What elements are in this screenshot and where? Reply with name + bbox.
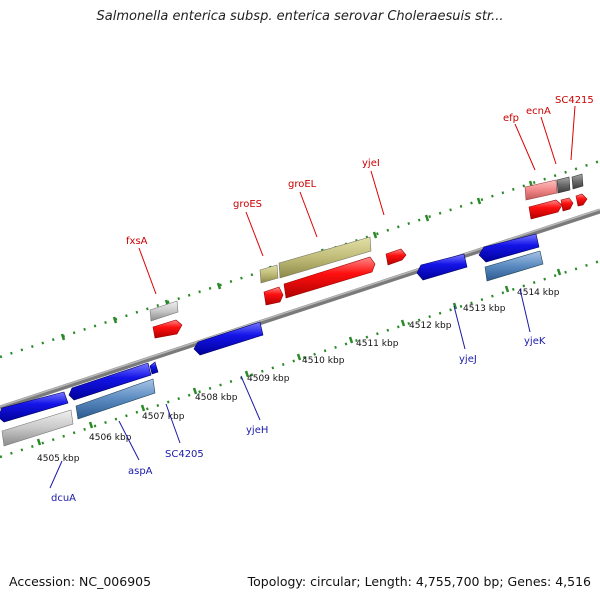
ruler-label: 4508 kbp — [195, 393, 238, 403]
gene-yjeK-bar[interactable] — [478, 233, 544, 282]
gene-yjeI-bar[interactable] — [385, 248, 407, 266]
ruler-label: 4506 kbp — [89, 433, 132, 443]
gene-label-SC4215[interactable]: SC4215 — [555, 95, 594, 106]
gene-label-aspA[interactable]: aspA — [128, 466, 153, 477]
ruler-label: 4513 kbp — [463, 304, 506, 314]
ruler-label: 4514 kbp — [517, 288, 560, 298]
gene-label-ecnA[interactable]: ecnA — [526, 106, 551, 117]
gene-SC4205-bar[interactable] — [149, 361, 159, 375]
ruler-label: 4509 kbp — [247, 374, 290, 384]
accession-text: Accession: NC_006905 — [9, 574, 152, 589]
gene-label-efp[interactable]: efp — [503, 113, 519, 124]
gene-SC4215-bar[interactable] — [571, 173, 588, 207]
ruler-labels: 4505 kbp 4506 kbp 4507 kbp 4508 kbp 4509… — [37, 288, 560, 464]
gene-label-fxsA[interactable]: fxsA — [126, 236, 148, 247]
gene-dcuA-bar[interactable] — [0, 391, 74, 447]
gene-efp-bar[interactable] — [524, 179, 563, 220]
gene-labels: fxsA groES groEL yjeI efp ecnA SC4215 dc… — [49, 95, 594, 504]
gene-yjeH-bar[interactable] — [193, 321, 264, 356]
ruler-label: 4507 kbp — [142, 412, 185, 422]
gene-label-yjeJ[interactable]: yjeJ — [459, 354, 477, 365]
ruler-label: 4505 kbp — [37, 454, 80, 464]
minus-strand-features — [0, 233, 544, 447]
gene-ecnA-bar[interactable] — [556, 176, 574, 212]
gene-label-groES[interactable]: groES — [233, 199, 262, 210]
gene-label-yjeI[interactable]: yjeI — [362, 158, 380, 169]
gene-yjeJ-bar[interactable] — [416, 253, 468, 281]
genome-summary-text: Topology: circular; Length: 4,755,700 bp… — [247, 574, 591, 589]
map-title: Salmonella enterica subsp. enterica sero… — [96, 9, 504, 24]
gene-label-dcuA[interactable]: dcuA — [51, 493, 76, 504]
gene-label-groEL[interactable]: groEL — [288, 179, 317, 190]
gene-fxsA-bar[interactable] — [149, 300, 183, 339]
gene-groEL-bar[interactable] — [278, 236, 376, 299]
gene-groES-bar[interactable] — [259, 264, 284, 306]
ruler-label: 4510 kbp — [302, 356, 345, 366]
ruler-label: 4511 kbp — [356, 339, 399, 349]
gene-label-SC4205[interactable]: SC4205 — [165, 449, 204, 460]
plus-strand-features — [149, 173, 588, 339]
gene-aspA-bar[interactable] — [68, 362, 156, 420]
gene-label-yjeK[interactable]: yjeK — [524, 336, 546, 347]
ruler-label: 4512 kbp — [409, 321, 452, 331]
gene-label-yjeH[interactable]: yjeH — [246, 425, 268, 436]
